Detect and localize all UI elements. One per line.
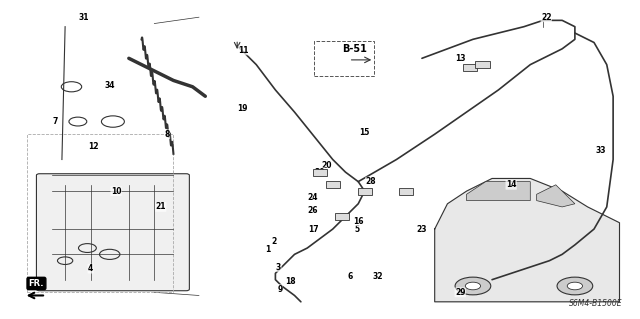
- Polygon shape: [537, 185, 575, 207]
- Text: 23: 23: [417, 225, 428, 234]
- Polygon shape: [467, 182, 531, 201]
- Text: 22: 22: [541, 13, 552, 22]
- Text: 11: 11: [238, 46, 249, 55]
- Circle shape: [567, 282, 582, 290]
- Text: 16: 16: [353, 217, 364, 226]
- Text: 26: 26: [307, 206, 317, 215]
- Text: B-51: B-51: [342, 44, 367, 54]
- Circle shape: [557, 277, 593, 295]
- Polygon shape: [435, 178, 620, 302]
- Text: 10: 10: [111, 187, 122, 196]
- Text: 15: 15: [360, 128, 370, 137]
- Text: 1: 1: [265, 245, 270, 254]
- Text: 31: 31: [79, 13, 90, 22]
- Text: 17: 17: [308, 225, 319, 234]
- Text: 7: 7: [53, 117, 58, 126]
- FancyBboxPatch shape: [326, 181, 340, 188]
- Text: 5: 5: [355, 225, 360, 234]
- Text: 24: 24: [307, 193, 317, 202]
- Text: 18: 18: [285, 277, 296, 286]
- Text: 4: 4: [88, 264, 93, 273]
- Text: 6: 6: [348, 272, 353, 281]
- Text: 9: 9: [277, 285, 282, 294]
- Text: 29: 29: [455, 288, 465, 297]
- Circle shape: [465, 282, 481, 290]
- Text: S6M4-B1500E: S6M4-B1500E: [569, 299, 623, 308]
- FancyBboxPatch shape: [476, 61, 490, 68]
- Text: 14: 14: [506, 180, 516, 189]
- FancyBboxPatch shape: [335, 213, 349, 220]
- Text: 33: 33: [595, 145, 605, 154]
- Text: 12: 12: [88, 142, 99, 151]
- Text: 34: 34: [104, 81, 115, 90]
- Text: FR.: FR.: [29, 279, 44, 288]
- Text: 3: 3: [276, 263, 281, 271]
- Text: 20: 20: [321, 161, 332, 170]
- Text: 21: 21: [156, 203, 166, 211]
- FancyBboxPatch shape: [313, 169, 327, 176]
- Text: 2: 2: [271, 237, 276, 246]
- Text: 8: 8: [164, 130, 170, 139]
- Text: 19: 19: [237, 104, 248, 113]
- FancyBboxPatch shape: [358, 188, 372, 195]
- Text: 32: 32: [372, 272, 383, 281]
- FancyBboxPatch shape: [399, 188, 413, 195]
- Text: 28: 28: [365, 177, 376, 186]
- Text: 30: 30: [315, 168, 325, 177]
- Circle shape: [455, 277, 491, 295]
- FancyBboxPatch shape: [463, 64, 477, 71]
- Text: 13: 13: [455, 54, 465, 63]
- FancyBboxPatch shape: [36, 174, 189, 291]
